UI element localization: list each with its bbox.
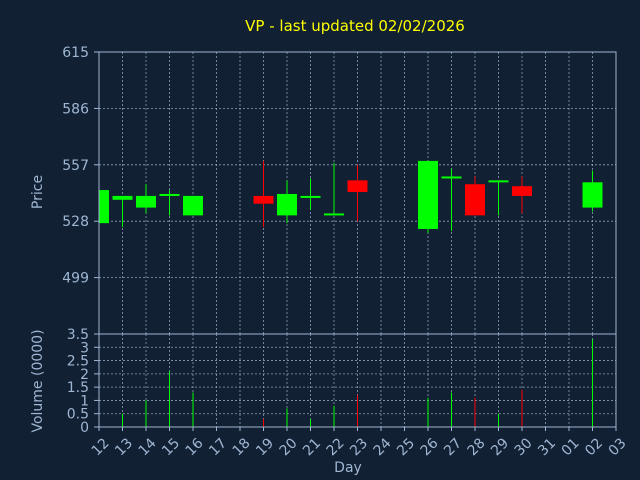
candle-body-26	[418, 160, 438, 229]
candle-body-29	[488, 180, 509, 183]
candle-body-02	[582, 182, 603, 208]
chart-title: VP - last updated 02/02/2026	[245, 17, 465, 35]
volume-tick-label: 0	[80, 420, 89, 436]
price-tick-label: 615	[62, 45, 89, 61]
volume-tick-label: 2	[80, 367, 89, 383]
candle-body-15	[159, 193, 180, 196]
candle-body-22	[324, 213, 344, 216]
price-axis-label: Price	[30, 175, 46, 209]
candles	[98, 160, 603, 233]
volume-bars	[122, 339, 593, 427]
candle-body-30	[512, 186, 532, 196]
volume-tick-label: 1	[80, 393, 89, 409]
volume-axis-label: Volume (0000)	[30, 329, 46, 432]
candle-body-21	[300, 195, 321, 198]
x-axis-label: Day	[334, 460, 362, 476]
price-tick-labels: 615 586 557 528 499	[62, 45, 99, 287]
price-tick-label: 586	[62, 101, 89, 117]
volume-tick-label: 3.5	[67, 327, 89, 343]
candle-body-28	[465, 184, 485, 216]
price-tick-label: 499	[62, 271, 89, 287]
candle-body-13	[112, 195, 133, 200]
volume-tick-label: 0.5	[67, 407, 89, 423]
candle-body-12	[99, 190, 109, 224]
candle-body-20	[277, 193, 297, 216]
volume-tick-label: 2.5	[67, 354, 89, 370]
candle-body-16	[183, 195, 203, 216]
candle-body-27	[441, 176, 462, 179]
price-tick-label: 528	[62, 214, 89, 230]
candle-body-14	[136, 195, 156, 208]
volume-tick-label: 1.5	[67, 380, 89, 396]
candle-body-19	[253, 195, 274, 204]
volume-tick-label: 3	[80, 340, 89, 356]
volume-panel-frame	[98, 333, 617, 428]
candle-body-23	[347, 180, 368, 193]
volume-tick-labels: 3.532.521.510.50	[67, 327, 99, 436]
price-tick-label: 557	[62, 158, 89, 174]
